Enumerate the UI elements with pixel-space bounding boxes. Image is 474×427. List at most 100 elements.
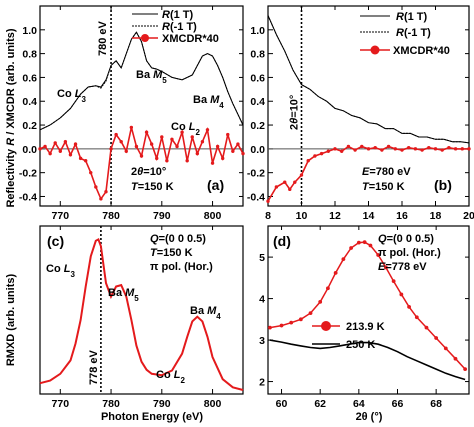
data-point xyxy=(144,130,149,134)
legend-label-xmcdr: XMCDR*40 xyxy=(393,45,450,57)
data-point xyxy=(58,149,62,153)
data-point xyxy=(231,149,235,153)
temperature-label: T=150 K xyxy=(131,181,174,193)
data-point xyxy=(463,367,468,372)
angle-label: 2θ=10° xyxy=(131,166,166,178)
y-tick-label: 3 xyxy=(259,335,265,347)
data-point xyxy=(298,317,303,322)
data-point xyxy=(190,135,194,139)
y-tick-label: 2 xyxy=(259,377,265,389)
data-point xyxy=(89,170,93,175)
panel-c: 770 780 790 800 (c) Q=(0 0 0.5) T=150 K π pol. … xyxy=(39,225,244,410)
legend-label-xmcdr: XMCDR*40 xyxy=(162,33,219,45)
legend-marker-xmcdr xyxy=(141,34,149,42)
data-point xyxy=(165,159,169,163)
x-tick-label: 62 xyxy=(314,398,326,410)
data-point xyxy=(407,145,411,150)
y-tick-label: 0.4 xyxy=(250,96,265,108)
data-point xyxy=(400,148,404,152)
data-point xyxy=(319,151,324,156)
data-point xyxy=(160,135,164,139)
data-point xyxy=(99,197,103,201)
peak-label-ba-m5: Ba M5 xyxy=(108,287,139,303)
y-tick-label: 0.0 xyxy=(22,144,37,156)
data-point xyxy=(433,147,438,151)
data-point xyxy=(407,304,411,309)
y-tick-label: 4 xyxy=(259,294,265,306)
data-point xyxy=(453,147,458,151)
data-point xyxy=(467,147,471,151)
plot-frame xyxy=(267,225,470,395)
data-point xyxy=(124,149,128,153)
q-vector-label: Q=(0 0 0.5) xyxy=(150,233,206,245)
data-point xyxy=(226,132,230,137)
data-point xyxy=(440,148,444,152)
x-tick-label: 800 xyxy=(204,398,222,410)
data-point xyxy=(340,149,344,153)
x-axis-label-c: Photon Energy (eV) xyxy=(101,411,203,423)
data-point xyxy=(266,199,270,203)
series-line-1 xyxy=(269,241,466,370)
legend-label-250k: 250 K xyxy=(346,339,375,351)
data-point xyxy=(104,190,108,194)
data-point xyxy=(53,141,57,145)
x-tick-label: 770 xyxy=(52,398,70,410)
data-point xyxy=(236,142,240,146)
series-line-2 xyxy=(269,339,466,381)
data-point xyxy=(434,336,439,340)
data-point xyxy=(48,151,52,156)
peak-label-ba-m4: Ba M4 xyxy=(193,94,224,110)
panel-b: 8 10 12 14 16 18 20 -0.4 -0.2 0.0 0.2 0.4 0.6 0.8 1.0 R… xyxy=(247,5,474,222)
x-tick-label: 60 xyxy=(276,398,288,410)
peak-label-co-l2: Co L2 xyxy=(156,369,185,385)
data-point xyxy=(447,145,451,150)
y-axis-label-top: Reflectivity R / XMCDR (arb. units) xyxy=(5,28,17,207)
data-point xyxy=(380,148,384,152)
x-tick-label: 12 xyxy=(329,210,341,222)
panel-label-c: (c) xyxy=(47,233,64,249)
data-point xyxy=(360,144,364,149)
data-point xyxy=(68,153,73,157)
data-point xyxy=(63,140,68,144)
polarization-label: π pol. (Hor.) xyxy=(150,261,213,273)
data-point xyxy=(170,137,174,142)
peak-label-co-l3: Co L3 xyxy=(46,263,75,279)
data-point xyxy=(346,144,351,149)
angle-marker-label: 2θ=10° xyxy=(289,95,301,130)
x-tick-label: 780 xyxy=(102,210,120,222)
panel-label-b: (b) xyxy=(434,177,452,193)
data-point xyxy=(414,315,419,320)
y-tick-label: 0.2 xyxy=(22,120,37,132)
data-point xyxy=(373,145,377,150)
y-tick-label: 0.8 xyxy=(22,49,37,61)
data-point xyxy=(274,185,279,189)
data-point xyxy=(391,279,396,284)
y-tick-label: -0.4 xyxy=(19,191,37,203)
x-tick-label: 68 xyxy=(430,398,442,410)
y-axis-label-c: RMXD (arb. units) xyxy=(5,274,17,367)
x-tick-label: 800 xyxy=(204,210,222,222)
y-tick-label: 0.4 xyxy=(22,96,37,108)
data-point xyxy=(185,159,189,163)
data-point xyxy=(175,144,179,149)
data-point xyxy=(420,148,424,152)
data-point xyxy=(308,311,313,316)
data-point xyxy=(333,147,337,151)
x-tick-label: 10 xyxy=(296,210,308,222)
data-point xyxy=(73,142,78,146)
data-point xyxy=(200,140,205,144)
legend-marker-213k xyxy=(321,321,331,331)
data-point xyxy=(139,154,144,158)
data-point xyxy=(155,156,159,161)
data-point xyxy=(326,149,330,153)
y-tick-label: 0.6 xyxy=(250,72,265,84)
data-point xyxy=(78,156,83,161)
x-tick-label: 16 xyxy=(396,210,408,222)
data-point xyxy=(268,325,272,330)
data-point xyxy=(313,154,317,158)
data-point xyxy=(386,144,391,149)
peak-label-ba-m4: Ba M4 xyxy=(190,305,221,321)
data-point xyxy=(114,132,118,137)
data-point xyxy=(368,243,373,248)
